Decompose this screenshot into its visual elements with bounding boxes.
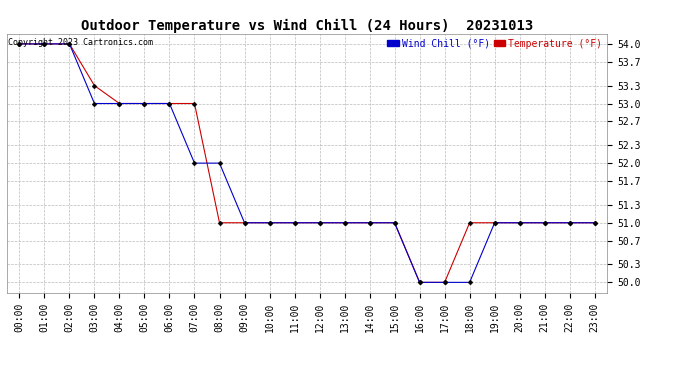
Title: Outdoor Temperature vs Wind Chill (24 Hours)  20231013: Outdoor Temperature vs Wind Chill (24 Ho… bbox=[81, 18, 533, 33]
Legend: Wind Chill (°F), Temperature (°F): Wind Chill (°F), Temperature (°F) bbox=[387, 39, 602, 49]
Text: Copyright 2023 Cartronics.com: Copyright 2023 Cartronics.com bbox=[8, 38, 153, 46]
